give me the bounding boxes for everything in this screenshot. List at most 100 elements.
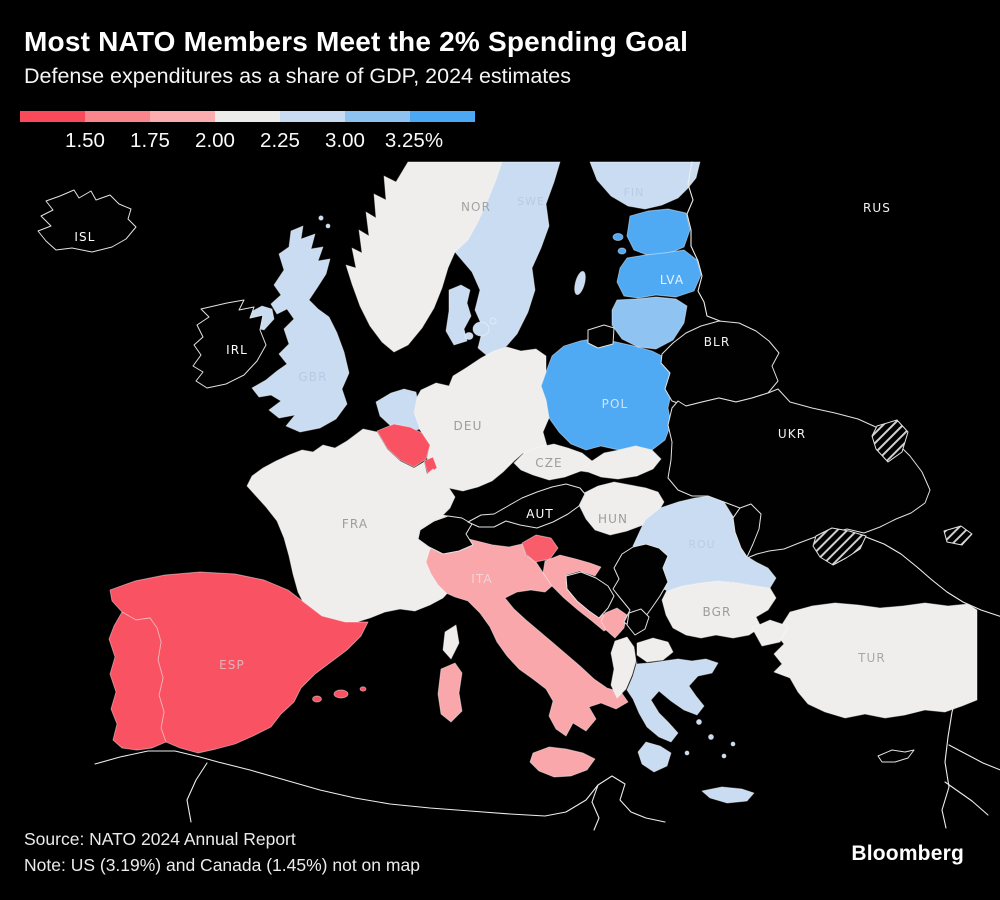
levant-coastline xyxy=(941,688,960,829)
map-note: Note: US (3.19%) and Canada (1.45%) not … xyxy=(24,855,420,875)
legend-segment-5 xyxy=(280,111,345,122)
country-austria xyxy=(467,483,586,529)
levant-border-2 xyxy=(944,781,989,816)
country-luxembourg xyxy=(423,456,438,475)
country-denmark xyxy=(445,284,472,346)
country-ireland xyxy=(192,299,267,389)
country-montenegro xyxy=(600,607,628,639)
country-norway xyxy=(345,161,503,353)
label-belarus: BLR xyxy=(704,335,731,349)
legend-tick: 1.75 xyxy=(130,129,170,152)
label-austria: AUT xyxy=(526,507,554,521)
label-russia: RUS xyxy=(863,201,891,215)
country-moldova xyxy=(732,503,762,558)
country-greece xyxy=(626,658,719,743)
country-bosnia xyxy=(565,571,615,619)
label-spain: ESP xyxy=(219,658,245,672)
crimea-hatched-region xyxy=(812,527,867,566)
country-latvia xyxy=(616,249,702,299)
kaliningrad-region xyxy=(587,324,615,349)
country-slovenia xyxy=(521,534,559,563)
sicily-island xyxy=(529,746,596,778)
legend-segment-4 xyxy=(215,111,280,122)
country-lithuania xyxy=(611,296,688,350)
legend-tick: 1.50 xyxy=(65,129,105,152)
aegean-islands xyxy=(684,719,736,759)
country-slovakia xyxy=(580,445,662,480)
map-layer-hatched xyxy=(812,419,973,566)
country-north-macedonia xyxy=(636,637,674,663)
map-layer-labels: ISL IRL GBR NOR SWE FIN DEU POL LVA CZE … xyxy=(74,186,891,672)
danish-islands xyxy=(464,317,497,340)
label-france: FRA xyxy=(342,517,368,531)
label-latvia: LVA xyxy=(660,273,684,287)
country-france xyxy=(246,428,456,624)
label-turkey: TUR xyxy=(857,651,886,665)
country-netherlands xyxy=(375,388,421,433)
peloponnese xyxy=(637,741,672,773)
corsica-island xyxy=(442,624,460,660)
shetland-islands xyxy=(318,215,331,229)
country-kosovo xyxy=(626,608,650,636)
page-subtitle: Defense expenditures as a share of GDP, … xyxy=(24,64,571,88)
legend-tick: 2.00 xyxy=(195,129,235,152)
russia-west-border xyxy=(686,161,721,322)
country-switzerland xyxy=(417,515,474,555)
country-estonia xyxy=(626,208,691,257)
footer: Source: NATO 2024 Annual Report Note: US… xyxy=(24,826,420,878)
label-hungary: HUN xyxy=(598,512,628,526)
map-layer-borderlines xyxy=(94,161,1000,831)
legend-segment-7 xyxy=(410,111,475,122)
label-poland: POL xyxy=(602,397,629,411)
page-title: Most NATO Members Meet the 2% Spending G… xyxy=(24,26,689,57)
algeria-tunisia-border xyxy=(591,784,600,831)
estonian-islands xyxy=(612,233,627,255)
legend-tick: 2.25 xyxy=(260,129,300,152)
morocco-algeria-border xyxy=(186,762,208,823)
country-turkey xyxy=(773,602,978,719)
kuban-hatched-region xyxy=(943,525,973,546)
donbas-hatched-region xyxy=(871,419,909,463)
country-albania xyxy=(610,636,637,699)
crete-island xyxy=(701,786,755,804)
country-finland xyxy=(589,161,701,210)
gotland-island xyxy=(574,270,586,296)
country-iceland xyxy=(37,189,137,253)
legend-segment-3 xyxy=(150,111,215,122)
label-italy: ITA xyxy=(471,572,492,586)
label-sweden: SWE xyxy=(517,195,545,208)
country-italy xyxy=(425,536,629,737)
black-sea-ne-coastline xyxy=(865,536,1000,617)
source-note: Source: NATO 2024 Annual Report xyxy=(24,829,296,849)
label-iceland: ISL xyxy=(74,230,95,244)
balearic-islands xyxy=(312,686,367,703)
legend-segment-1 xyxy=(20,111,85,122)
label-finland: FIN xyxy=(624,186,645,199)
country-belarus xyxy=(660,320,780,407)
levant-border-1 xyxy=(948,744,1000,771)
sardinia-island xyxy=(437,662,463,723)
legend-tick: 3.25% xyxy=(384,129,444,152)
label-germany: DEU xyxy=(454,419,483,433)
label-bulgaria: BGR xyxy=(703,605,732,619)
bloomberg-logo: Bloomberg xyxy=(851,842,964,865)
legend-tick: 3.00 xyxy=(325,129,365,152)
africa-coastline xyxy=(94,750,666,823)
country-bulgaria xyxy=(661,580,777,639)
label-romania: ROU xyxy=(688,538,715,551)
country-poland xyxy=(540,337,673,451)
legend-segment-2 xyxy=(85,111,150,122)
cyprus-island xyxy=(877,749,915,763)
map-layer-nonmembers xyxy=(37,189,931,763)
legend-segment-6 xyxy=(345,111,410,122)
country-uk xyxy=(251,225,350,433)
label-uk: GBR xyxy=(298,370,327,384)
turkish-thrace xyxy=(751,619,789,647)
map-layer-members xyxy=(108,161,978,804)
label-norway: NOR xyxy=(461,200,491,214)
label-ukraine: UKR xyxy=(778,427,806,441)
label-ireland: IRL xyxy=(226,343,248,357)
country-belgium xyxy=(376,423,431,468)
label-czechia: CZE xyxy=(535,456,562,470)
